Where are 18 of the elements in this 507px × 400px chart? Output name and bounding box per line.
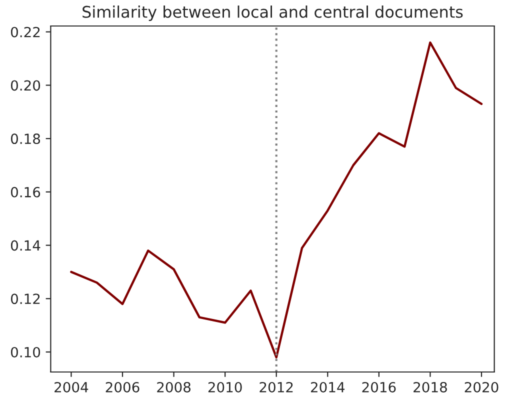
- x-tick-label: 2020: [464, 382, 498, 392]
- y-tick-label: 0.18: [10, 134, 40, 144]
- x-tick-label: 2014: [310, 382, 345, 392]
- y-tick-label: 0.16: [10, 186, 40, 198]
- x-tick-label: 2012: [260, 382, 293, 392]
- x-tick-label: 2010: [208, 382, 242, 392]
- x-tick-label: 2004: [54, 382, 88, 392]
- chart-title: Similarity between local and central documents: [82, 6, 463, 21]
- y-tick-label: 0.14: [10, 240, 40, 251]
- x-tick-label: 2018: [414, 382, 447, 392]
- line-series: [70, 41, 483, 358]
- y-tick-label: 0.12: [10, 294, 40, 304]
- y-tick-label: 0.22: [10, 26, 40, 38]
- x-tick-label: 2016: [362, 382, 396, 392]
- x-tick-label: 2006: [106, 382, 140, 392]
- y-tick-label: 0.20: [10, 80, 40, 91]
- y-tick-label: 0.10: [10, 346, 40, 358]
- x-tick-label: 2008: [157, 382, 191, 392]
